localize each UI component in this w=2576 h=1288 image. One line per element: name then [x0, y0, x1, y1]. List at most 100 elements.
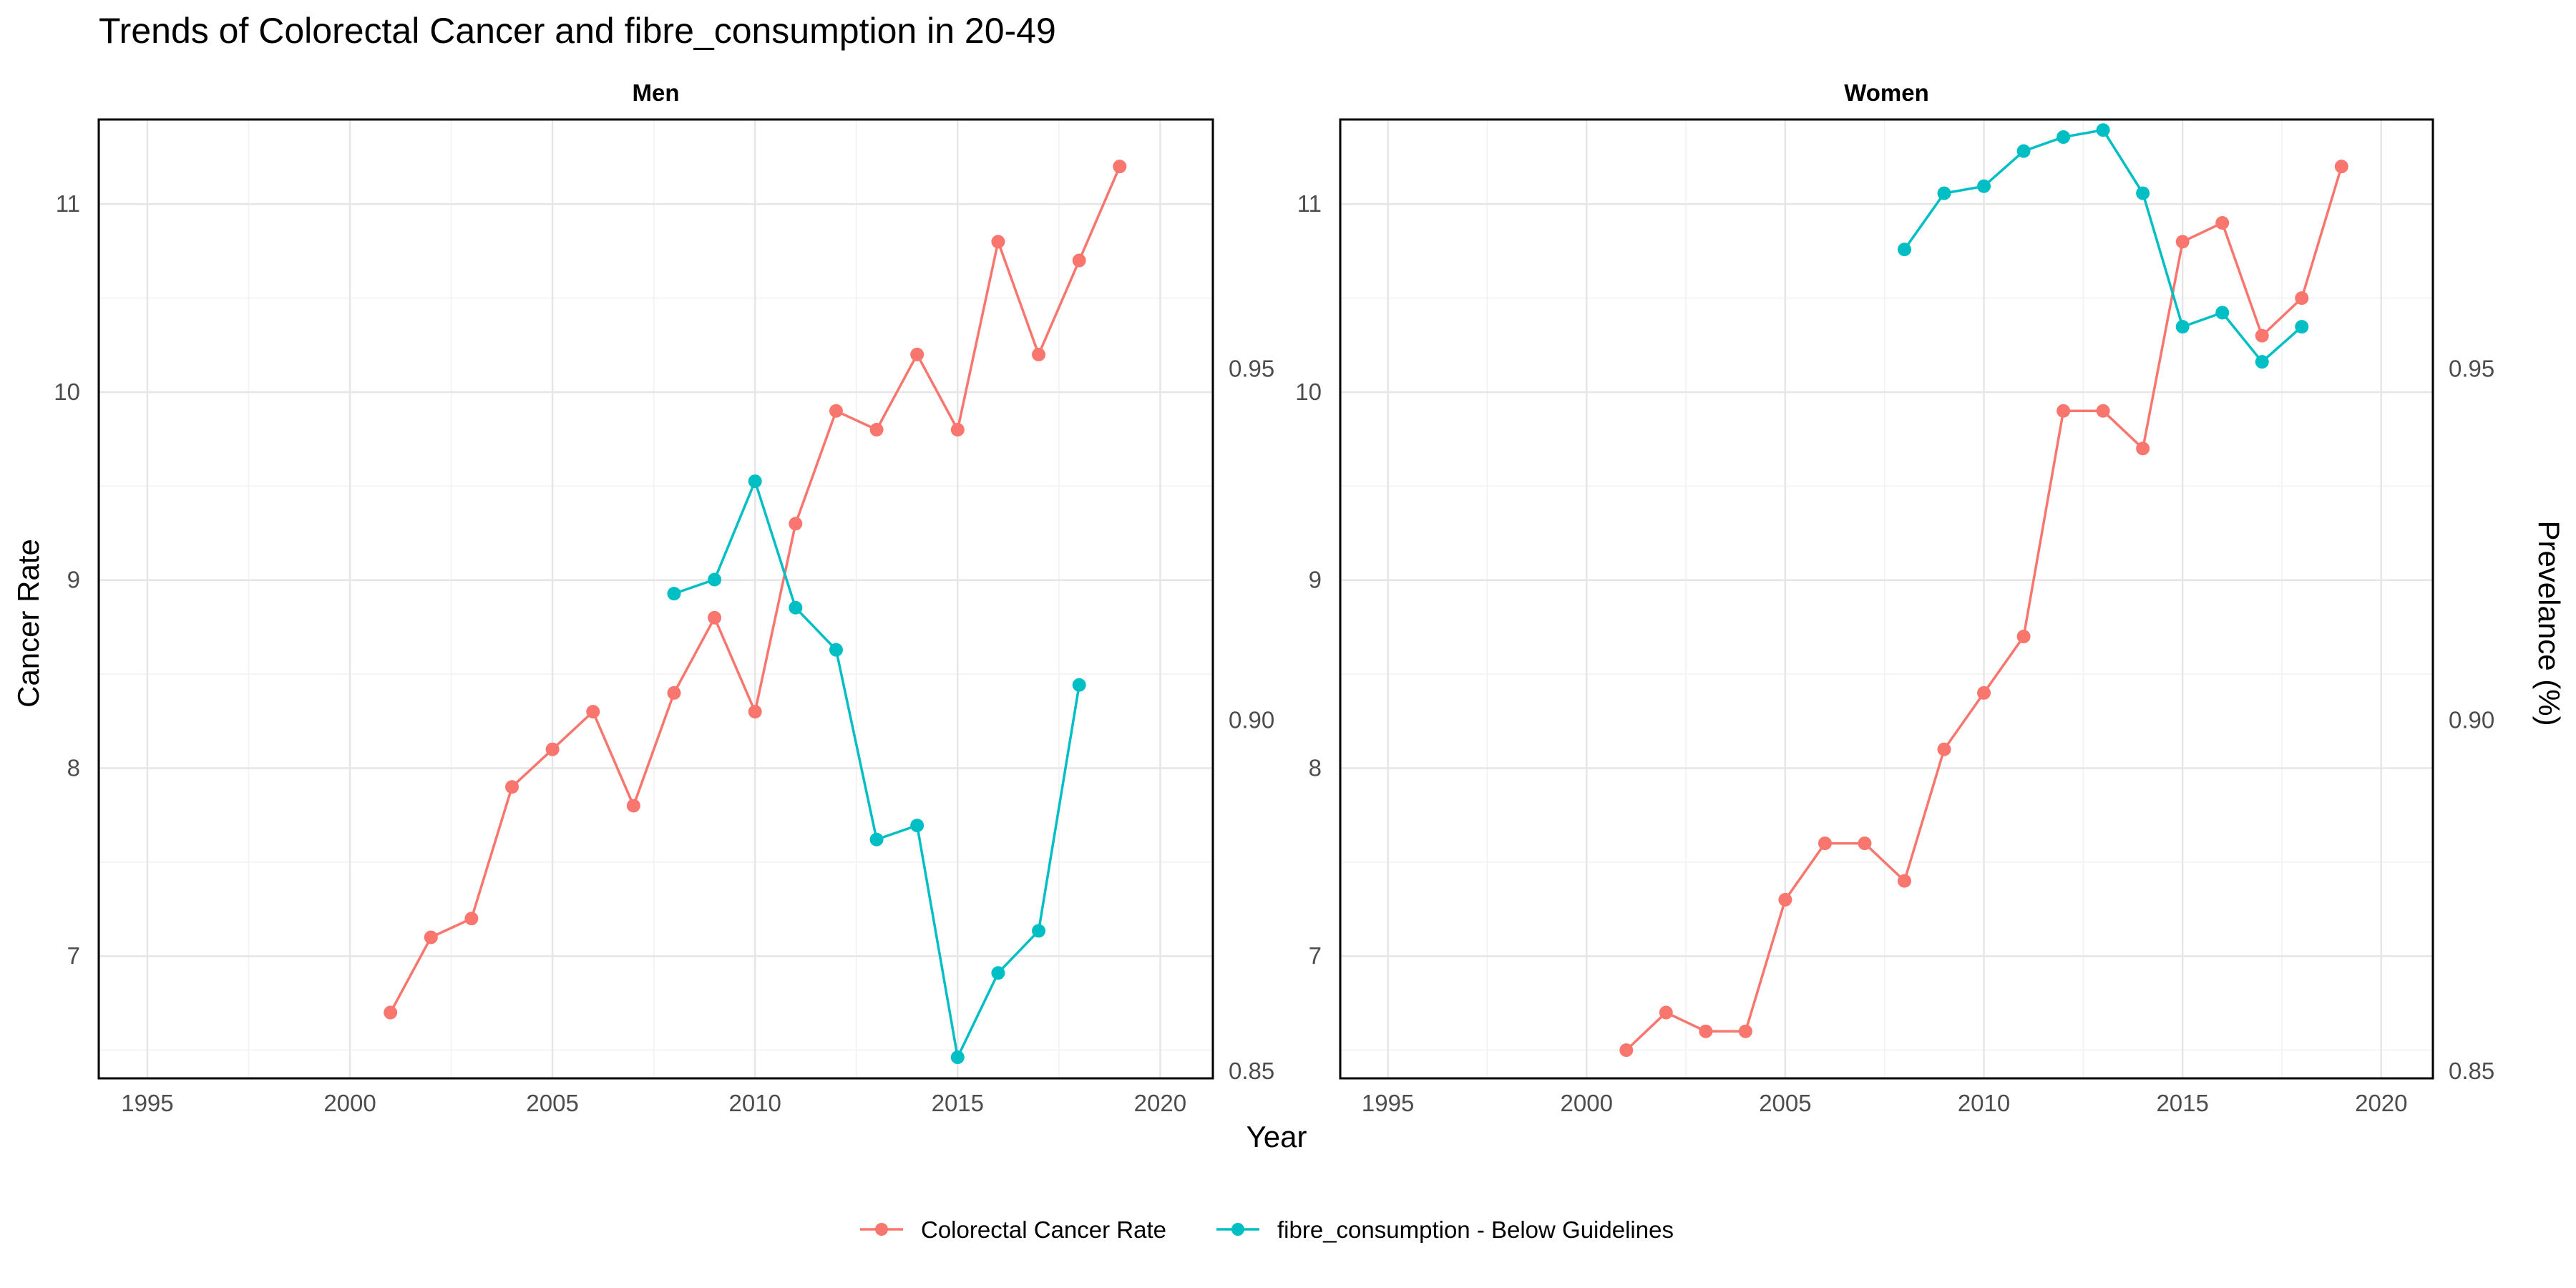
- x-tick-label: 2015: [932, 1090, 984, 1116]
- data-point: [2215, 306, 2229, 319]
- data-point: [870, 423, 884, 436]
- data-point: [1977, 180, 1991, 193]
- data-point: [991, 966, 1005, 980]
- x-tick-label: 2020: [2355, 1090, 2407, 1116]
- data-point: [546, 743, 560, 756]
- data-point: [667, 587, 680, 600]
- data-point: [1032, 348, 1045, 361]
- data-point: [910, 348, 924, 361]
- y-left-tick-label: 8: [1309, 754, 1322, 781]
- y-left-tick-label: 10: [54, 379, 80, 405]
- x-tick-label: 2005: [1759, 1090, 1811, 1116]
- data-point: [2176, 235, 2190, 248]
- panel-women: Women 1995 2000 2005 2010 2015 2020 7 8 9 10 11 0.85…: [1295, 79, 2494, 1116]
- y-left-tick-label: 11: [1297, 190, 1322, 217]
- data-point: [870, 833, 884, 847]
- y-right-tick-label: 0.95: [2449, 355, 2494, 381]
- data-point: [1619, 1043, 1633, 1057]
- x-axis-title: Year: [1246, 1120, 1307, 1153]
- data-point: [384, 1006, 397, 1020]
- data-point: [2215, 216, 2229, 230]
- data-point: [748, 705, 762, 718]
- data-point: [2057, 404, 2070, 418]
- legend-label-cancer: Colorectal Cancer Rate: [921, 1216, 1166, 1243]
- data-point: [951, 423, 965, 436]
- y-left-tick-label: 7: [67, 942, 80, 969]
- data-point: [1699, 1025, 1712, 1038]
- data-point: [2295, 320, 2308, 333]
- data-point: [1898, 243, 1911, 256]
- data-point: [2097, 123, 2110, 137]
- legend-item-cancer: Colorectal Cancer Rate: [860, 1216, 1166, 1243]
- data-point: [1032, 924, 1045, 937]
- legend-item-fibre: fibre_consumption - Below Guidelines: [1216, 1216, 1674, 1243]
- y-left-tick-label: 8: [67, 754, 80, 781]
- data-point: [708, 573, 721, 587]
- y-right-tick-label: 0.85: [1229, 1058, 1274, 1084]
- panel-border: [1340, 119, 2433, 1078]
- y-axis-title-left: Cancer Rate: [11, 539, 45, 708]
- data-point: [627, 799, 640, 813]
- data-point: [2255, 355, 2269, 369]
- data-point: [789, 517, 802, 530]
- data-point: [667, 686, 680, 700]
- series-line: [674, 482, 1079, 1058]
- x-tick-label: 1995: [121, 1090, 173, 1116]
- legend-key-point-fibre: [1231, 1223, 1244, 1236]
- panel-border: [99, 119, 1213, 1078]
- data-point: [951, 1050, 965, 1064]
- y-axis-title-right: Prevelance (%): [2532, 520, 2566, 726]
- legend-label-fibre: fibre_consumption - Below Guidelines: [1277, 1216, 1674, 1243]
- data-point: [829, 404, 843, 418]
- series-line: [1905, 130, 2302, 362]
- data-point: [464, 912, 478, 925]
- x-tick-label: 1995: [1362, 1090, 1414, 1116]
- data-point: [586, 705, 600, 718]
- panels-layer: Men 1995 2000 2005 2010 2015 2020 7 8 9 10 11 0.85 0.…: [54, 79, 2494, 1116]
- data-point: [1818, 836, 1832, 850]
- x-tick-label: 2010: [729, 1090, 781, 1116]
- data-point: [2255, 329, 2269, 343]
- y-left-tick-label: 11: [56, 190, 80, 217]
- panel-men: Men 1995 2000 2005 2010 2015 2020 7 8 9 10 11 0.85 0.…: [54, 79, 1274, 1116]
- data-point: [1659, 1006, 1673, 1020]
- x-tick-label: 2005: [526, 1090, 578, 1116]
- y-left-tick-label: 9: [1309, 567, 1322, 593]
- x-tick-label: 2015: [2156, 1090, 2208, 1116]
- data-point: [2057, 130, 2070, 144]
- data-point: [2136, 187, 2150, 200]
- data-point: [2335, 160, 2348, 173]
- data-point: [748, 474, 762, 488]
- data-point: [1938, 187, 1951, 200]
- legend: Colorectal Cancer Rate fibre_consumption…: [860, 1216, 1674, 1243]
- data-point: [505, 780, 519, 794]
- y-left-tick-label: 7: [1309, 942, 1322, 969]
- chart-title: Trends of Colorectal Cancer and fibre_co…: [99, 11, 1056, 51]
- y-right-tick-label: 0.90: [1229, 706, 1274, 733]
- y-right-tick-label: 0.85: [2449, 1058, 2494, 1084]
- panel-title-women: Women: [1844, 79, 1929, 106]
- y-right-tick-label: 0.95: [1229, 355, 1274, 381]
- panel-title-men: Men: [633, 79, 680, 106]
- data-point: [1073, 678, 1086, 692]
- data-point: [2176, 320, 2190, 333]
- data-point: [1858, 836, 1871, 850]
- x-tick-label: 2010: [1958, 1090, 2010, 1116]
- data-point: [2017, 630, 2031, 643]
- data-point: [910, 819, 924, 832]
- data-point: [1739, 1025, 1752, 1038]
- data-point: [2295, 291, 2308, 305]
- data-point: [1113, 160, 1126, 173]
- data-point: [789, 601, 802, 615]
- data-point: [2097, 404, 2110, 418]
- x-tick-label: 2020: [1134, 1090, 1186, 1116]
- series-fibre-consumption-below-guidelines-women: [1898, 123, 2308, 369]
- data-point: [1977, 686, 1991, 700]
- y-right-tick-label: 0.90: [2449, 706, 2494, 733]
- legend-key-point-cancer: [875, 1223, 888, 1236]
- data-point: [1898, 874, 1911, 888]
- data-point: [2136, 441, 2150, 455]
- data-point: [1073, 254, 1086, 268]
- y-left-tick-label: 9: [67, 567, 80, 593]
